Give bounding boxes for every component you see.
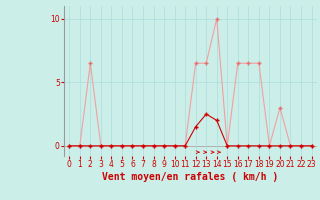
X-axis label: Vent moyen/en rafales ( km/h ): Vent moyen/en rafales ( km/h ) [102, 172, 278, 182]
